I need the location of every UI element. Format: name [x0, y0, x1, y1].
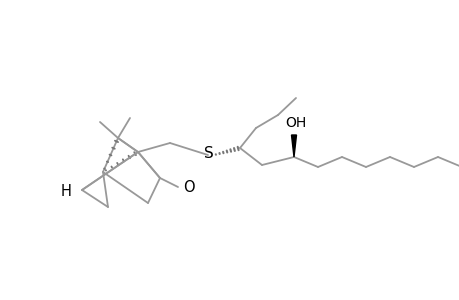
Text: O: O: [183, 181, 194, 196]
Polygon shape: [291, 135, 296, 157]
Text: H: H: [61, 184, 72, 199]
Text: OH: OH: [285, 116, 306, 130]
Text: S: S: [204, 146, 213, 161]
